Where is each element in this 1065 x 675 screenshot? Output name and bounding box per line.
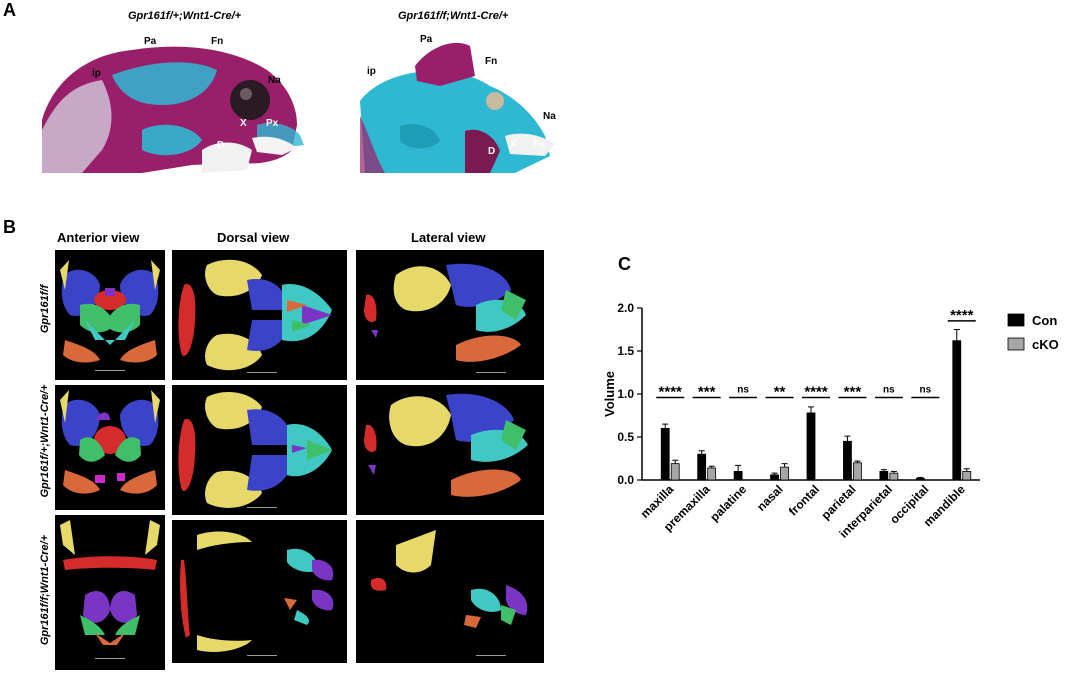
significance-label: *** xyxy=(844,383,862,400)
mutant-skull-photo-image xyxy=(345,26,568,173)
label-pa: Pa xyxy=(420,34,433,45)
label-d: D xyxy=(217,140,225,151)
label-fn: Fn xyxy=(485,56,498,67)
view-dorsal-label: Dorsal view xyxy=(217,230,290,245)
bar-con xyxy=(915,477,925,481)
bar-con xyxy=(879,470,889,481)
significance-label: ns xyxy=(883,384,895,395)
panel-a-right-photo: ip Pa Fn Na X Px D xyxy=(345,26,568,173)
ct-render-image xyxy=(364,393,528,497)
bar-con xyxy=(660,427,670,481)
panel-a-right-genotype: Gpr161f/f;Wnt1-Cre/+ xyxy=(398,10,509,22)
label-px: Px xyxy=(266,118,279,129)
x-tick-label: nasal xyxy=(754,482,786,514)
significance-label: **** xyxy=(659,383,683,400)
render-anterior-row3 xyxy=(55,515,165,670)
significance-label: ns xyxy=(737,384,749,395)
ct-render-image xyxy=(364,263,526,373)
row-label-gpr161-het-cre: Gpr161f/+;Wnt1-Cre/+ xyxy=(39,384,51,498)
panel-b-letter: B xyxy=(3,217,16,237)
row-label-gpr161-ff: Gpr161f/f xyxy=(39,284,51,334)
ct-render-image xyxy=(180,531,334,656)
y-tick-label: 0.0 xyxy=(617,473,634,487)
render-dorsal-row3 xyxy=(172,520,347,663)
render-lateral-row1 xyxy=(356,250,544,380)
bar-cko xyxy=(707,467,717,481)
render-lateral-row2 xyxy=(356,385,544,515)
x-tick-label: frontal xyxy=(786,482,822,518)
view-anterior-label: Anterior view xyxy=(57,230,140,245)
significance-label: **** xyxy=(804,383,828,400)
significance-label: ns xyxy=(919,384,931,395)
label-pa: Pa xyxy=(144,36,157,47)
bar-con xyxy=(806,412,816,481)
y-axis-label: Volume xyxy=(602,371,617,417)
legend-swatch-cko xyxy=(1007,337,1025,351)
ct-render-image xyxy=(60,260,160,371)
x-tick-label: palatine xyxy=(707,482,749,524)
view-lateral-label: Lateral view xyxy=(411,230,486,245)
ct-render-image xyxy=(178,392,332,508)
control-skull-photo-image xyxy=(42,30,332,173)
render-anterior-row2 xyxy=(55,385,165,510)
legend-label-cko: cKO xyxy=(1032,337,1059,352)
label-ip: ip xyxy=(92,68,101,79)
panel-c-letter: C xyxy=(618,254,631,274)
label-x: X xyxy=(240,118,247,129)
significance-label: *** xyxy=(698,383,716,400)
bar-con xyxy=(770,474,779,481)
bar-con xyxy=(733,470,743,481)
y-tick-label: 1.5 xyxy=(617,344,634,358)
bar-con xyxy=(952,340,962,481)
significance-label: ** xyxy=(774,383,786,400)
ct-render-image xyxy=(60,390,160,494)
ct-render-image xyxy=(371,530,528,656)
label-d: D xyxy=(488,146,496,157)
y-tick-label: 0.5 xyxy=(617,430,634,444)
bar-con xyxy=(843,440,852,481)
render-lateral-row3 xyxy=(356,520,544,663)
bar-cko xyxy=(853,462,862,481)
bar-cko xyxy=(780,466,789,481)
panel-a-letter: A xyxy=(3,0,16,20)
bar-cko xyxy=(889,472,899,481)
legend-label-con: Con xyxy=(1032,313,1057,328)
significance-label: **** xyxy=(950,307,974,324)
bar-cko xyxy=(670,463,680,481)
ct-render-image xyxy=(178,259,332,373)
label-na: Na xyxy=(543,111,556,122)
y-tick-label: 1.0 xyxy=(617,387,634,401)
bar-con xyxy=(697,453,707,481)
label-x: X xyxy=(510,139,517,150)
row-label-gpr161-cko: Gpr161f/f;Wnt1-Cre/+ xyxy=(39,534,51,646)
legend-swatch-con xyxy=(1007,313,1025,327)
panel-a-left-photo: ip Pa Fn Na X Px D xyxy=(42,30,332,173)
label-na: Na xyxy=(268,75,281,86)
label-px: Px xyxy=(533,139,546,150)
y-tick-label: 2.0 xyxy=(617,301,634,315)
render-dorsal-row1 xyxy=(172,250,347,380)
panel-a-left-genotype: Gpr161f/+;Wnt1-Cre/+ xyxy=(128,10,242,22)
bar-cko xyxy=(962,470,972,481)
ct-render-image xyxy=(60,520,160,659)
render-dorsal-row2 xyxy=(172,385,347,515)
label-fn: Fn xyxy=(211,36,224,47)
render-anterior-row1 xyxy=(55,250,165,380)
label-ip: ip xyxy=(367,66,376,77)
